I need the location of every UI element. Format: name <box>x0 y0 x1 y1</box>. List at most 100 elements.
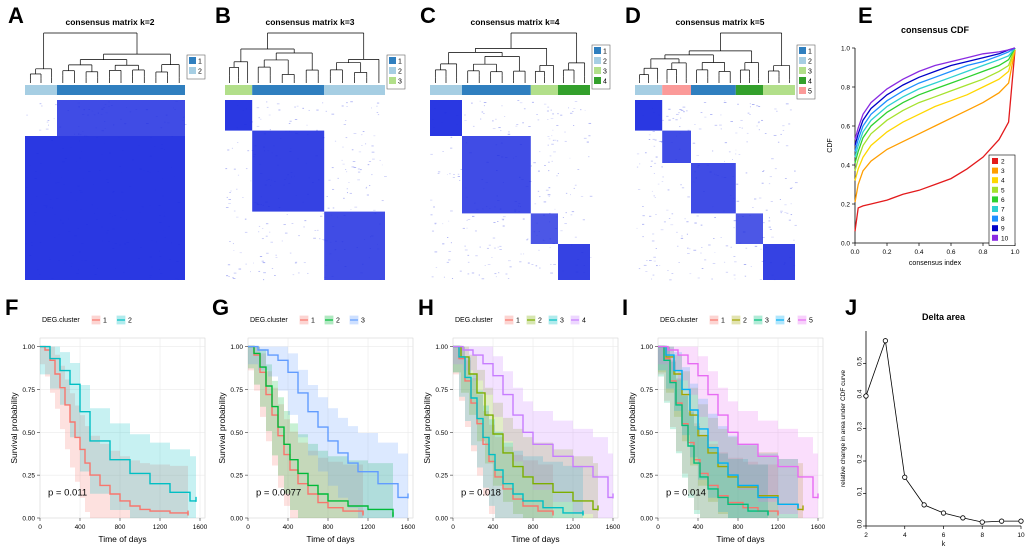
survival-curve-4 <box>658 345 799 508</box>
matrix-noise <box>768 226 771 228</box>
matrix-noise <box>583 137 587 139</box>
legend-label: 7 <box>1001 207 1005 214</box>
matrix-noise <box>341 105 344 107</box>
matrix-noise <box>696 215 699 217</box>
matrix-noise <box>782 125 785 127</box>
matrix-noise <box>730 246 732 248</box>
matrix-noise <box>686 110 688 112</box>
y-tick-label: 0.50 <box>22 430 35 437</box>
matrix-noise <box>371 174 373 176</box>
matrix-noise <box>671 273 674 274</box>
heatmap-title: consensus matrix k=3 <box>265 17 354 27</box>
matrix-noise <box>788 123 791 125</box>
matrix-noise <box>464 114 466 116</box>
x-tick-label: 800 <box>323 524 334 531</box>
matrix-noise <box>760 119 764 121</box>
delta-point <box>921 502 927 508</box>
matrix-noise <box>750 266 752 268</box>
matrix-noise <box>770 201 773 202</box>
matrix-noise <box>704 259 707 261</box>
matrix-noise <box>711 278 713 280</box>
matrix-noise <box>573 187 575 189</box>
matrix-noise <box>794 170 796 172</box>
matrix-noise <box>788 219 791 221</box>
legend-swatch <box>799 87 806 94</box>
matrix-noise <box>758 129 760 131</box>
legend-swatch <box>992 234 998 241</box>
legend-label: 3 <box>398 79 402 86</box>
cluster-bar-segment <box>662 85 691 95</box>
matrix-noise <box>588 135 591 137</box>
panel-A-svg: consensus matrix k=212 <box>25 17 206 280</box>
legend-label: 4 <box>603 79 607 86</box>
p-value: p = 0.018 <box>461 488 501 499</box>
matrix-noise <box>660 229 664 231</box>
matrix-noise <box>656 265 658 267</box>
matrix-noise <box>780 212 782 214</box>
matrix-noise <box>545 189 549 191</box>
matrix-noise <box>668 218 671 219</box>
legend-swatch <box>389 67 396 74</box>
matrix-noise <box>776 110 778 112</box>
matrix-noise <box>478 274 480 276</box>
matrix-noise <box>784 204 787 206</box>
matrix-noise <box>711 150 714 152</box>
matrix-noise <box>304 220 307 222</box>
matrix-noise <box>725 271 729 273</box>
matrix-noise <box>652 233 655 235</box>
matrix-noise <box>379 159 381 161</box>
matrix-noise <box>501 105 503 107</box>
matrix-block <box>57 100 185 136</box>
matrix-noise <box>720 128 722 130</box>
matrix-noise <box>560 230 563 232</box>
matrix-noise <box>734 261 737 263</box>
matrix-noise <box>447 237 449 238</box>
matrix-noise <box>658 140 661 142</box>
matrix-noise <box>537 170 540 172</box>
matrix-noise <box>232 277 234 279</box>
matrix-noise <box>735 149 737 151</box>
matrix-noise <box>497 246 499 248</box>
matrix-noise <box>345 137 348 139</box>
matrix-noise <box>719 124 722 126</box>
matrix-noise <box>543 103 547 105</box>
matrix-noise <box>475 255 478 257</box>
legend-label: 2 <box>603 59 607 66</box>
matrix-noise <box>367 164 370 166</box>
matrix-noise <box>321 239 325 240</box>
matrix-noise <box>667 189 670 191</box>
x-tick-label: 2 <box>864 532 868 539</box>
matrix-noise <box>294 106 296 108</box>
matrix-noise <box>678 112 680 114</box>
y-tick-label: 0.0 <box>841 241 850 248</box>
matrix-noise <box>431 230 435 232</box>
matrix-noise <box>531 264 534 265</box>
matrix-noise <box>498 127 501 129</box>
y-tick-label: 0.1 <box>857 487 864 496</box>
matrix-noise <box>448 259 451 261</box>
matrix-noise <box>546 110 550 112</box>
matrix-noise <box>733 256 736 257</box>
y-tick-label: 0.0 <box>857 519 864 528</box>
matrix-noise <box>749 103 751 105</box>
y-tick-label: 1.00 <box>22 344 35 351</box>
matrix-noise <box>535 265 538 267</box>
matrix-noise <box>666 209 669 211</box>
matrix-noise <box>765 209 768 211</box>
matrix-noise <box>471 272 475 274</box>
panel-label-D: D <box>625 3 641 28</box>
matrix-noise <box>229 241 231 242</box>
matrix-noise <box>730 121 733 122</box>
matrix-noise <box>686 221 689 223</box>
matrix-noise <box>499 245 502 247</box>
cdf-series-4 <box>854 47 1016 181</box>
matrix-noise <box>322 102 324 104</box>
matrix-noise <box>291 223 294 224</box>
matrix-noise <box>752 207 754 208</box>
y-tick-label: 0.75 <box>640 387 653 394</box>
x-tick-label: 8 <box>980 532 984 539</box>
matrix-noise <box>650 160 653 162</box>
matrix-noise <box>230 190 232 192</box>
matrix-noise <box>686 233 688 235</box>
grid <box>39 338 205 519</box>
